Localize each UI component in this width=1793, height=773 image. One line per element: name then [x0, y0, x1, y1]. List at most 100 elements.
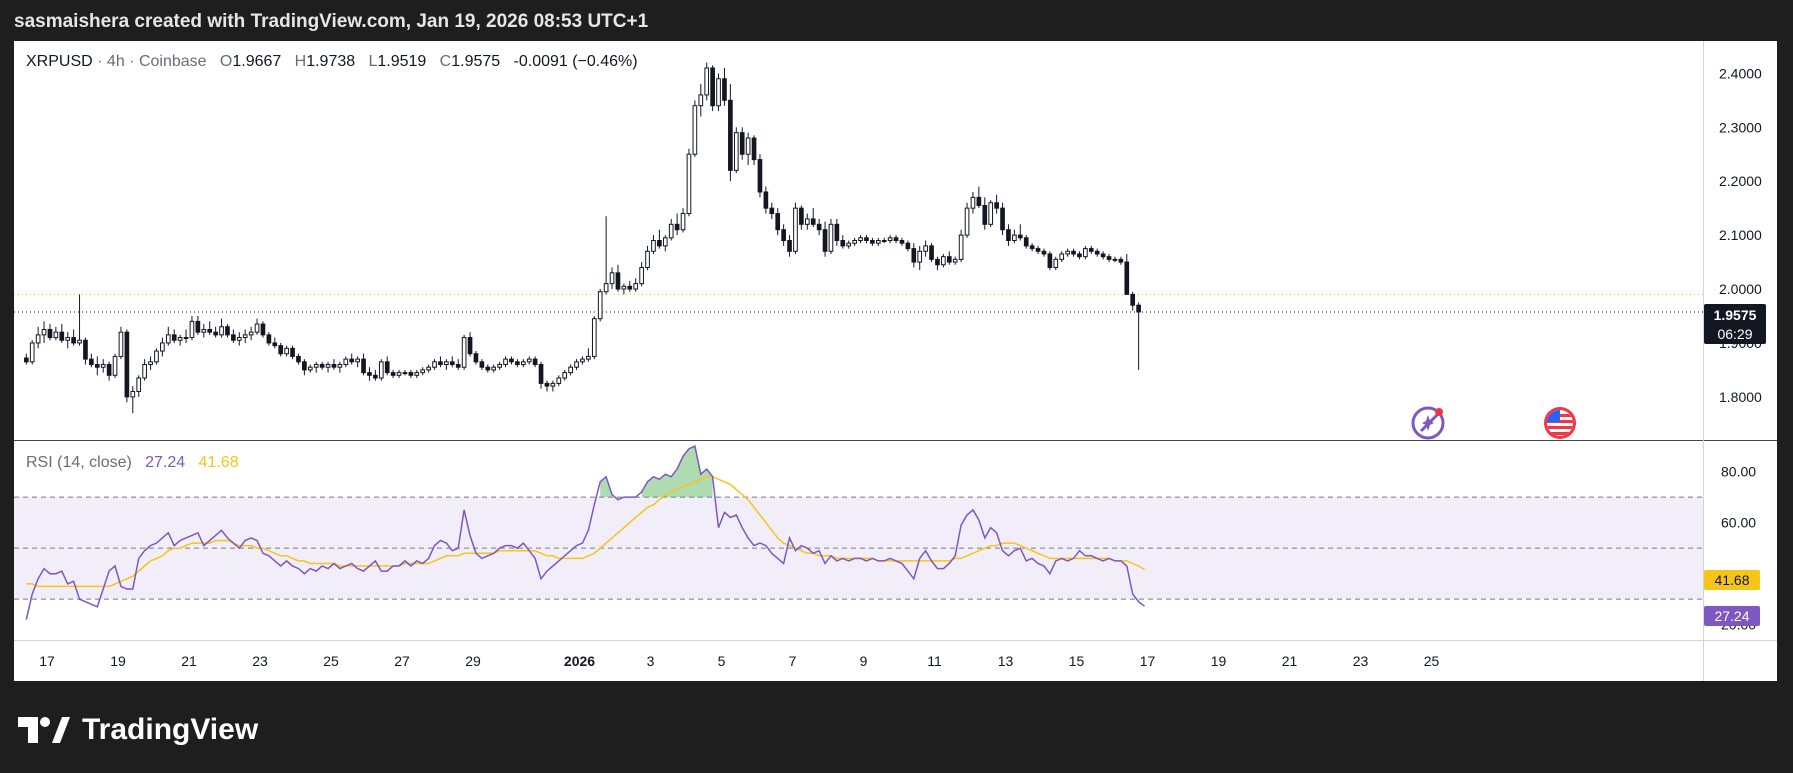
candle[interactable] [580, 356, 585, 365]
candle[interactable] [935, 256, 940, 271]
candle[interactable] [461, 334, 467, 370]
candle[interactable] [1041, 248, 1047, 257]
candle[interactable] [881, 237, 887, 244]
candle[interactable] [272, 337, 278, 349]
candle[interactable] [154, 348, 159, 365]
candle[interactable] [816, 218, 822, 236]
candle[interactable] [242, 329, 248, 343]
candle[interactable] [787, 235, 792, 257]
candle[interactable] [870, 237, 875, 246]
us-flag-icon[interactable] [1544, 407, 1576, 439]
candle[interactable] [739, 127, 745, 160]
candle[interactable] [231, 329, 236, 343]
candle[interactable] [757, 154, 763, 198]
candle[interactable] [627, 280, 633, 292]
candle[interactable] [83, 337, 88, 365]
candle[interactable] [864, 235, 869, 244]
candle[interactable] [526, 356, 532, 365]
candle[interactable] [183, 329, 189, 343]
symbol-legend[interactable]: XRPUSD · 4h · Coinbase O1.9667 H1.9738 L… [26, 53, 638, 70]
candle[interactable] [284, 345, 289, 357]
symbol-name[interactable]: XRPUSD [26, 53, 93, 70]
candle[interactable] [662, 235, 668, 252]
candle[interactable] [911, 243, 917, 268]
candle[interactable] [775, 208, 781, 236]
candle[interactable] [828, 218, 834, 254]
candle[interactable] [710, 65, 715, 112]
candle[interactable] [313, 361, 319, 373]
candle[interactable] [485, 364, 491, 373]
candle[interactable] [177, 334, 183, 346]
candle[interactable] [1000, 202, 1005, 236]
candle[interactable] [414, 369, 420, 378]
candle[interactable] [343, 356, 349, 368]
candle[interactable] [929, 243, 934, 263]
ai-sparkle-icon[interactable] [1411, 406, 1445, 440]
candle[interactable] [657, 229, 662, 249]
candle[interactable] [550, 380, 556, 392]
candle[interactable] [118, 326, 124, 360]
candle[interactable] [597, 289, 603, 322]
candle[interactable] [189, 315, 195, 341]
time-axis[interactable]: 17 19 21 23 25 27 29 2026 3 5 7 9 11 13 15 17 19 21 23 25 [39, 653, 1439, 669]
candle[interactable] [171, 329, 177, 343]
candle[interactable] [426, 364, 431, 373]
brand-footer[interactable]: TradingView [18, 710, 258, 750]
candle[interactable] [1112, 256, 1118, 263]
candle[interactable] [112, 353, 118, 378]
candle[interactable] [225, 324, 230, 338]
candle[interactable] [479, 359, 485, 370]
candle[interactable] [94, 356, 100, 376]
candle[interactable] [1136, 302, 1141, 370]
candle[interactable] [1012, 229, 1017, 244]
candle[interactable] [402, 369, 408, 376]
rsi-line[interactable] [25, 445, 1145, 620]
candle[interactable] [556, 375, 562, 387]
candle[interactable] [23, 353, 29, 365]
candle[interactable] [390, 369, 396, 378]
candle[interactable] [674, 213, 680, 236]
candle[interactable] [207, 321, 213, 335]
candle[interactable] [420, 367, 426, 376]
candle[interactable] [952, 256, 958, 265]
candle[interactable] [455, 359, 461, 370]
candle[interactable] [302, 359, 307, 376]
candle[interactable] [822, 221, 828, 257]
candle[interactable] [106, 361, 112, 381]
candle[interactable] [1083, 245, 1088, 260]
candle[interactable] [639, 262, 644, 287]
candle[interactable] [248, 326, 254, 341]
candle[interactable] [1035, 245, 1041, 254]
candle[interactable] [432, 359, 437, 370]
interval[interactable]: 4h [106, 53, 125, 70]
candle[interactable] [1130, 291, 1136, 311]
candle[interactable] [355, 356, 360, 368]
candle[interactable] [532, 356, 538, 368]
candle[interactable] [763, 186, 769, 214]
candle[interactable] [1006, 224, 1011, 246]
candle[interactable] [219, 318, 224, 338]
candle[interactable] [1029, 243, 1035, 252]
candle[interactable] [136, 375, 142, 397]
candles[interactable] [23, 62, 1141, 414]
candle[interactable] [745, 132, 751, 166]
candle[interactable] [65, 332, 71, 349]
candle[interactable] [941, 253, 946, 268]
candle[interactable] [574, 359, 579, 370]
candle[interactable] [1124, 253, 1130, 295]
candle[interactable] [1094, 248, 1100, 257]
candle[interactable] [520, 359, 526, 368]
candle[interactable] [538, 361, 544, 389]
candle[interactable] [1023, 235, 1029, 249]
candle[interactable] [1088, 245, 1094, 254]
candle[interactable] [290, 345, 295, 360]
candle[interactable] [728, 84, 733, 182]
candle[interactable] [296, 353, 301, 365]
candle[interactable] [165, 326, 171, 346]
candle[interactable] [236, 332, 242, 346]
candle[interactable] [325, 361, 331, 373]
candle[interactable] [858, 235, 863, 244]
candle[interactable] [29, 340, 35, 365]
candle[interactable] [970, 191, 976, 214]
candle[interactable] [621, 283, 627, 295]
